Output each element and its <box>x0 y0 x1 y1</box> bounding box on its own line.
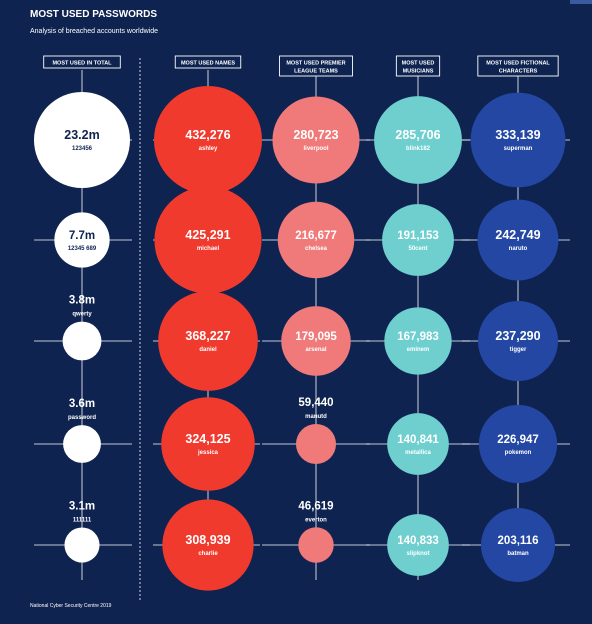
column-header-musicians: MUSICIANS <box>403 69 434 75</box>
bubble-teams <box>295 423 337 465</box>
password-label: charlie <box>198 551 218 557</box>
bubble-names <box>161 397 255 491</box>
bubble-musicians <box>384 307 452 375</box>
password-label: naruto <box>509 246 528 252</box>
bubble-teams <box>298 527 334 563</box>
bubble-musicians <box>382 204 454 276</box>
bubble-names <box>154 186 262 294</box>
column-header-names: MOST USED NAMES <box>181 61 235 67</box>
column-headers: MOST USED IN TOTAL MOST USED NAMES MOST US… <box>43 55 559 77</box>
value-label: 59,440 <box>298 397 333 409</box>
value-label: 140,841 <box>397 434 439 446</box>
bubble-musicians <box>374 96 462 184</box>
value-label: 191,153 <box>397 230 439 242</box>
password-label: slipknot <box>406 551 429 557</box>
password-label: liverpool <box>303 146 328 152</box>
column-header-teams: MOST USED PREMIER <box>286 61 345 67</box>
value-label: 226,947 <box>497 434 539 446</box>
column-header-box-total <box>43 55 121 69</box>
chart-subtitle: Analysis of breached accounts worldwide <box>30 28 158 35</box>
bubble-teams <box>281 306 351 376</box>
value-label: 242,749 <box>495 228 540 242</box>
value-label: 3.8m <box>69 295 95 307</box>
password-label: arsenal <box>305 347 326 353</box>
column-header-characters: MOST USED FICTIONAL <box>486 61 550 67</box>
password-label: 123456 <box>72 146 93 152</box>
password-label: chelsea <box>305 246 328 252</box>
bubble-teams <box>272 96 360 184</box>
value-label: 167,983 <box>397 331 439 343</box>
value-label: 324,125 <box>185 432 230 446</box>
bubble-musicians <box>387 514 449 576</box>
password-label: 50cent <box>408 246 427 252</box>
value-label: 46,619 <box>298 500 333 512</box>
value-label: 23.2m <box>64 128 99 142</box>
column-header-box-names <box>174 55 242 69</box>
chart-title: MOST USED PASSWORDS <box>30 9 157 20</box>
bubble-characters <box>480 507 556 583</box>
top-right-accent <box>570 0 592 4</box>
column-header-box-musicians <box>395 55 441 77</box>
value-label: 216,677 <box>295 230 337 242</box>
password-label: 111111 <box>73 517 92 523</box>
bubble-names <box>158 291 258 391</box>
value-label: 285,706 <box>395 128 440 142</box>
bubble-characters <box>470 92 566 188</box>
password-label: ashley <box>199 146 218 152</box>
value-label: 333,139 <box>495 128 540 142</box>
bubble-characters <box>478 404 558 484</box>
column-header-total: MOST USED IN TOTAL <box>52 61 112 67</box>
bubble-total <box>63 425 101 463</box>
password-label: blink182 <box>406 146 431 152</box>
value-label: 432,276 <box>185 128 230 142</box>
value-label: 179,095 <box>295 331 337 343</box>
bubble-total <box>64 527 100 563</box>
value-label: 280,723 <box>293 128 338 142</box>
value-label: 368,227 <box>185 329 230 343</box>
bubble-teams <box>277 201 355 279</box>
value-label: 7.7m <box>69 230 95 242</box>
source-note: National Cyber Security Centre 2019 <box>30 603 112 609</box>
bubble-musicians <box>387 413 449 475</box>
value-label: 308,939 <box>185 533 230 547</box>
bubble-names <box>162 499 254 591</box>
value-label: 140,833 <box>397 535 439 547</box>
password-label: everton <box>305 517 327 523</box>
bubble-characters <box>477 300 559 382</box>
column-header-teams: LEAGUE TEAMS <box>294 69 338 75</box>
password-label: michael <box>197 246 220 252</box>
bubbles: 23.2m 123456 7.7m 12345 689 3.8m qwerty 3.6m pa… <box>34 86 566 591</box>
password-label: password <box>68 415 96 421</box>
column-header-box-characters <box>477 55 559 77</box>
bubble-total <box>34 92 130 188</box>
column-header-characters: CHARACTERS <box>499 69 538 75</box>
password-label: batman <box>507 551 529 557</box>
password-label: 12345 689 <box>68 246 97 252</box>
bubble-total <box>62 321 102 361</box>
value-label: 237,290 <box>495 329 540 343</box>
password-label: metallica <box>405 450 431 456</box>
password-label: pokemon <box>505 450 532 456</box>
value-label: 3.1m <box>69 500 95 512</box>
bubble-names <box>154 86 262 194</box>
bubble-total <box>54 212 110 268</box>
value-label: 3.6m <box>69 398 95 410</box>
password-label: superman <box>504 146 533 152</box>
bubble-characters <box>477 199 559 281</box>
password-label: eminem <box>407 347 430 353</box>
password-label: manutd <box>305 414 327 420</box>
password-label: qwerty <box>72 312 92 318</box>
password-label: jessica <box>197 450 219 456</box>
password-label: tigger <box>510 347 527 353</box>
value-label: 203,116 <box>498 535 539 547</box>
value-label: 425,291 <box>185 228 230 242</box>
column-header-musicians: MOST USED <box>402 61 435 67</box>
password-label: daniel <box>199 347 217 353</box>
column-header-box-teams <box>279 55 353 77</box>
